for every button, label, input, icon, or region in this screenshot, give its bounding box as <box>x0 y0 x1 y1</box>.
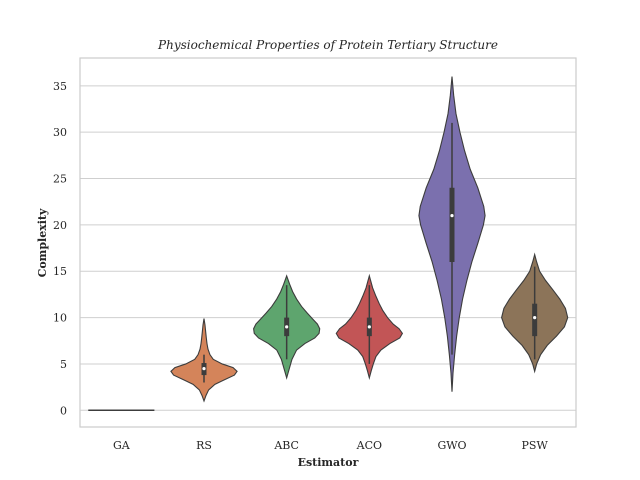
y-tick-label-6: 30 <box>53 126 67 139</box>
violins <box>88 76 569 412</box>
x-tick-label-gwo: GWO <box>437 439 466 452</box>
y-axis-label: Complexity <box>36 208 49 277</box>
x-tick-label-ga: GA <box>113 439 131 452</box>
violin-psw <box>501 252 569 374</box>
y-tick-label-2: 10 <box>53 312 67 325</box>
violin-median-psw <box>533 315 537 320</box>
y-tick-label-0: 0 <box>60 404 67 417</box>
y-tick-label-3: 15 <box>53 265 67 278</box>
x-tick-label-rs: RS <box>196 439 212 452</box>
x-tick-label-abc: ABC <box>273 439 299 452</box>
y-tick-labels: 0 5 10 15 20 25 30 35 <box>53 80 67 417</box>
violin-median-aco <box>367 325 371 329</box>
violin-median-abc <box>285 325 289 329</box>
violin-abc <box>253 274 321 380</box>
y-tick-label-5: 25 <box>53 173 67 186</box>
violin-rs <box>170 318 238 403</box>
plot-frame <box>79 57 577 428</box>
violin-aco <box>335 273 404 380</box>
x-tick-label-psw: PSW <box>522 439 549 452</box>
y-tick-label-4: 20 <box>53 219 67 232</box>
violin-median-gwo <box>450 214 454 218</box>
violin-gwo <box>418 76 486 392</box>
y-tick-label-1: 5 <box>60 358 67 371</box>
y-tick-label-7: 35 <box>53 80 67 93</box>
grid-lines <box>80 85 576 411</box>
x-tick-labels: GA RS ABC ACO GWO PSW <box>113 439 549 452</box>
violin-median-rs <box>202 366 206 371</box>
x-tick-label-aco: ACO <box>356 439 382 452</box>
x-axis-label: Estimator <box>298 456 359 469</box>
chart-title: Physiochemical Properties of Protein Ter… <box>157 38 498 52</box>
